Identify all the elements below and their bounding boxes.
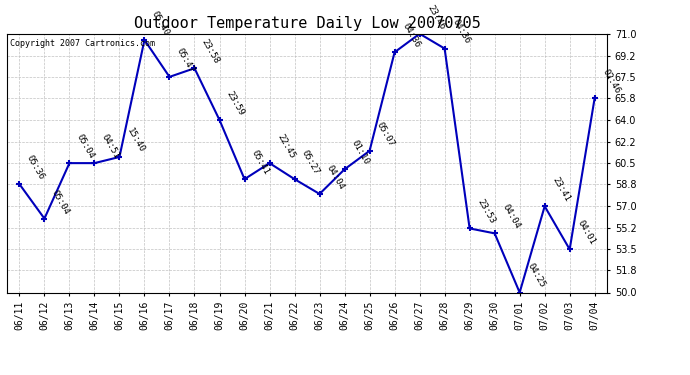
Text: 04:04: 04:04 [500, 203, 522, 231]
Text: 04:36: 04:36 [450, 18, 471, 46]
Text: 05:47: 05:47 [175, 46, 196, 74]
Title: Outdoor Temperature Daily Low 20070705: Outdoor Temperature Daily Low 20070705 [134, 16, 480, 31]
Text: 22:45: 22:45 [275, 133, 296, 160]
Text: 02:46: 02:46 [600, 67, 622, 95]
Text: 05:07: 05:07 [375, 120, 396, 148]
Text: 05:04: 05:04 [75, 133, 96, 160]
Text: 05:36: 05:36 [25, 153, 46, 181]
Text: 04:04: 04:04 [325, 164, 346, 191]
Text: 23:59: 23:59 [225, 90, 246, 117]
Text: 05:40: 05:40 [150, 9, 171, 37]
Text: 01:10: 01:10 [350, 139, 371, 166]
Text: 04:36: 04:36 [400, 22, 422, 50]
Text: 15:40: 15:40 [125, 126, 146, 154]
Text: 23:46: 23:46 [425, 3, 446, 31]
Text: 05:04: 05:04 [50, 188, 71, 216]
Text: 04:01: 04:01 [575, 219, 596, 247]
Text: 23:58: 23:58 [200, 38, 221, 66]
Text: 23:41: 23:41 [550, 176, 571, 204]
Text: 05:27: 05:27 [300, 148, 322, 176]
Text: 23:53: 23:53 [475, 198, 496, 226]
Text: 04:25: 04:25 [525, 262, 546, 290]
Text: Copyright 2007 Cartronics.com: Copyright 2007 Cartronics.com [10, 39, 155, 48]
Text: 04:51: 04:51 [100, 133, 121, 160]
Text: 05:41: 05:41 [250, 148, 271, 176]
